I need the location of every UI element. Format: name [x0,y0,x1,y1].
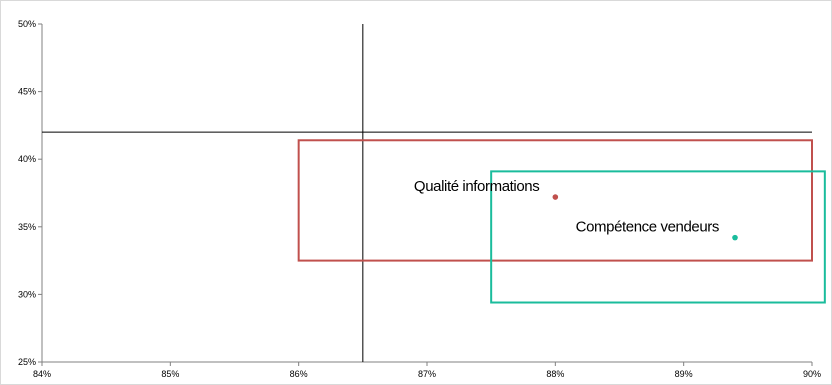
data-point-label: Compétence vendeurs [576,219,719,236]
x-tick-label: 86% [290,369,308,379]
y-tick-label: 35% [18,222,36,232]
point-labels: Qualité informations Compétence vendeurs [414,178,719,236]
region-box [490,170,826,304]
reference-lines [42,24,812,362]
data-point [552,194,559,200]
x-tick-label: 90% [803,369,821,379]
y-tick-label: 25% [18,357,36,367]
data-point-label: Qualité informations [414,178,539,195]
x-tick-label: 85% [161,369,179,379]
data-points [552,194,738,241]
y-tick-label: 40% [18,154,36,164]
x-tick-label: 88% [546,369,564,379]
x-tick-label: 87% [418,369,436,379]
y-tick-label: 30% [18,289,36,299]
axes: 25% 30% 35% 40% 45% 50% 84% 85% 86% 87% 88% 89% 90% [18,19,821,379]
x-tick-label: 84% [33,369,51,379]
data-point [732,234,738,241]
region-boxes [297,139,826,304]
y-tick-label: 50% [18,19,36,29]
y-tick-label: 45% [18,87,36,97]
x-tick-label: 89% [675,369,693,379]
region-box [297,139,813,262]
